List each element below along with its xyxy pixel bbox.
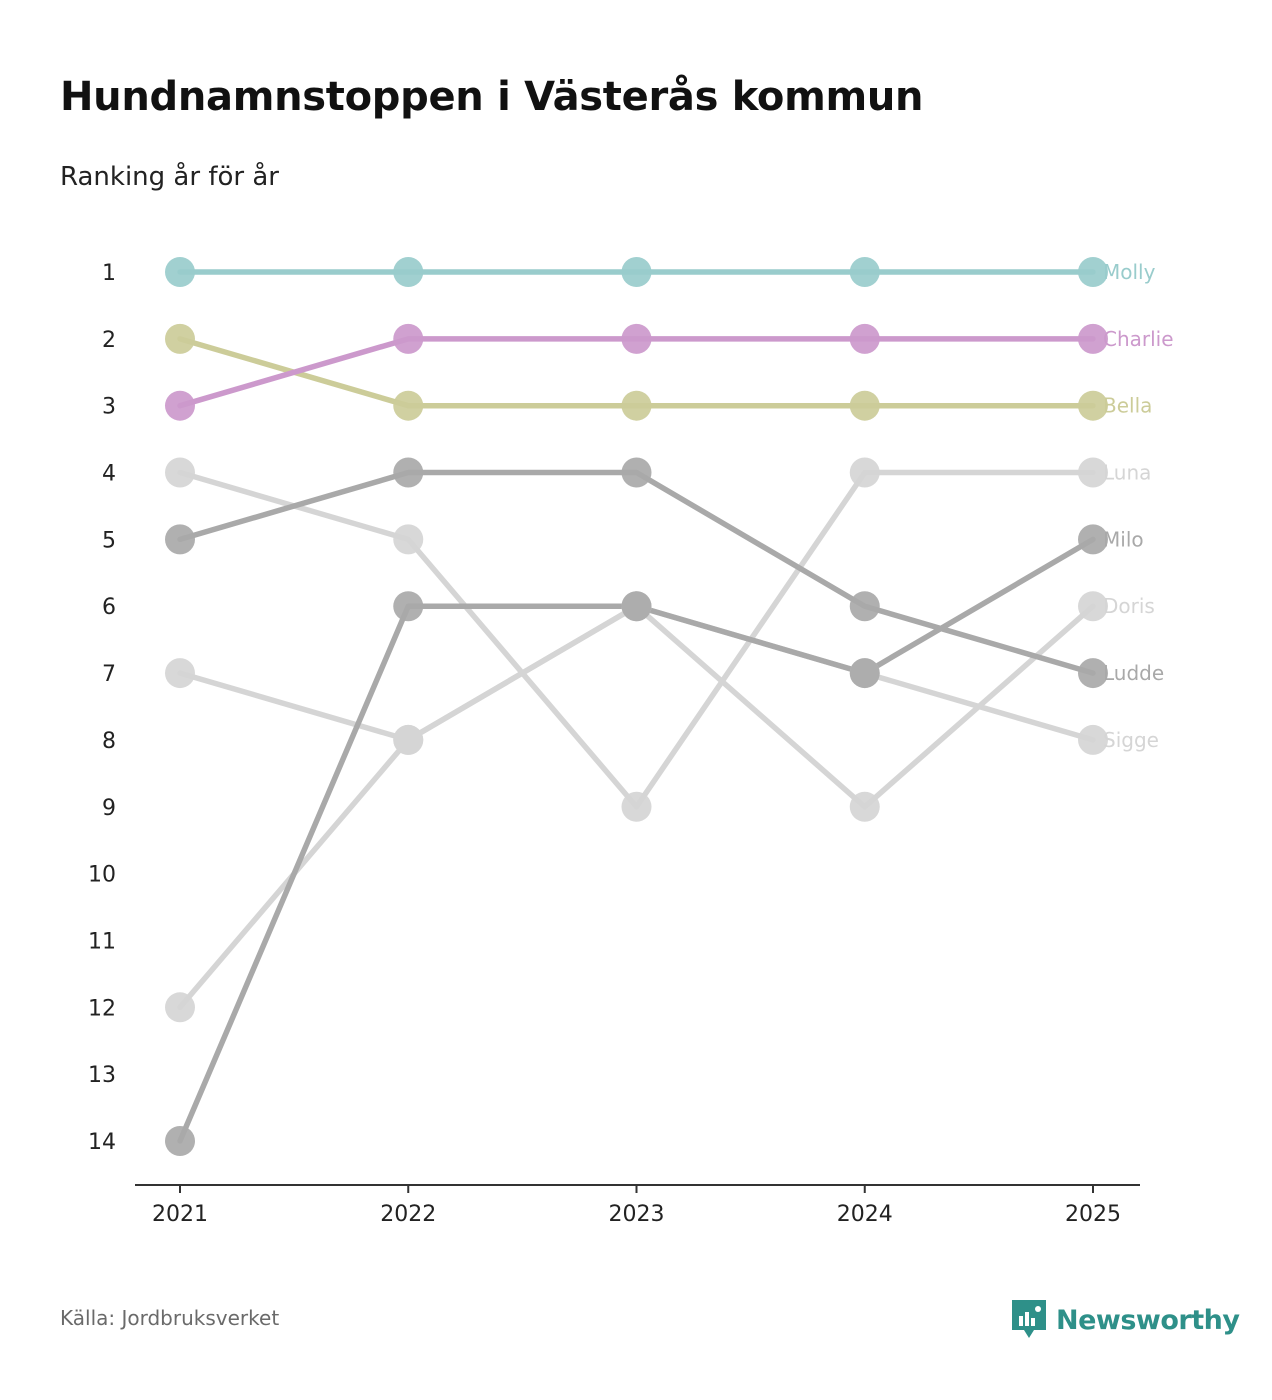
y-tick-label: 13 <box>88 1063 116 1088</box>
chart-subtitle: Ranking år för år <box>60 162 279 192</box>
point-molly-2025 <box>1078 257 1108 287</box>
point-bella-2025 <box>1078 390 1108 421</box>
series-label-bella: Bella <box>1103 394 1152 418</box>
point-milo-2023 <box>621 591 652 622</box>
point-milo-2025 <box>1078 524 1108 555</box>
y-tick-label: 5 <box>102 528 116 553</box>
brand-logo: Newsworthy <box>1012 1300 1240 1340</box>
y-tick-label: 3 <box>102 395 116 420</box>
series-line-ludde <box>177 469 1096 676</box>
x-tick-label: 2024 <box>837 1202 893 1227</box>
series-label-charlie: Charlie <box>1103 327 1174 351</box>
series-label-doris: Doris <box>1103 594 1155 618</box>
y-tick-label: 4 <box>102 462 116 487</box>
y-tick-label: 6 <box>102 595 116 620</box>
point-milo-2024 <box>849 658 880 689</box>
point-molly-2022 <box>393 257 424 287</box>
point-charlie-2025 <box>1078 323 1108 354</box>
point-bella-2024 <box>849 390 880 421</box>
point-molly-2024 <box>849 257 880 287</box>
point-ludde-2022 <box>393 457 424 488</box>
series-line-doris <box>177 603 1096 810</box>
x-tick-label: 2023 <box>609 1202 665 1227</box>
y-tick-label: 7 <box>102 662 116 687</box>
point-milo-2022 <box>393 591 424 622</box>
point-doris-2024 <box>849 791 880 822</box>
source-note: Källa: Jordbruksverket <box>60 1306 280 1330</box>
point-sigge-2021 <box>165 992 195 1023</box>
point-molly-2023 <box>621 257 652 287</box>
point-luna-2021 <box>165 457 195 488</box>
point-charlie-2024 <box>849 323 880 354</box>
series-line-milo <box>177 536 1096 1144</box>
series-labels: Sigge Doris Luna Ludde Milo Bella Charlie Molly <box>1103 260 1174 752</box>
point-charlie-2023 <box>621 323 652 354</box>
series-label-molly: Molly <box>1103 260 1156 284</box>
y-tick-label: 1 <box>102 261 116 286</box>
point-luna-2025 <box>1078 457 1108 488</box>
series-dots <box>165 257 1108 1156</box>
x-axis-ticks: 2021 2022 2023 2024 2025 <box>152 1185 1121 1227</box>
chart-title: Hundnamnstoppen i Västerås kommun <box>60 74 924 120</box>
point-ludde-2023 <box>621 457 652 488</box>
point-sigge-2025 <box>1078 724 1108 755</box>
y-tick-label: 14 <box>88 1130 116 1155</box>
point-charlie-2021 <box>165 390 195 421</box>
series-label-luna: Luna <box>1103 461 1151 485</box>
newsworthy-logo-icon <box>1012 1300 1046 1338</box>
x-tick-label: 2021 <box>152 1202 208 1227</box>
point-luna-2022 <box>393 524 424 555</box>
point-ludde-2025 <box>1078 658 1108 689</box>
point-bella-2021 <box>165 323 195 354</box>
y-tick-label: 12 <box>88 996 116 1021</box>
point-molly-2021 <box>165 257 195 287</box>
y-tick-label: 9 <box>102 796 116 821</box>
x-tick-label: 2022 <box>380 1202 436 1227</box>
y-tick-label: 11 <box>88 929 116 954</box>
point-ludde-2024 <box>849 591 880 622</box>
point-doris-2022 <box>393 724 424 755</box>
series-line-luna <box>177 469 1096 810</box>
point-bella-2023 <box>621 390 652 421</box>
point-charlie-2022 <box>393 323 424 354</box>
series-label-ludde: Ludde <box>1103 661 1164 685</box>
point-doris-2025 <box>1078 591 1108 622</box>
series-label-milo: Milo <box>1103 527 1144 551</box>
brand-name: Newsworthy <box>1056 1304 1240 1336</box>
point-bella-2022 <box>393 390 424 421</box>
y-tick-label: 8 <box>102 729 116 754</box>
y-tick-label: 10 <box>88 863 116 888</box>
point-ludde-2021 <box>165 524 195 555</box>
point-milo-2021 <box>165 1126 195 1156</box>
point-doris-2021 <box>165 658 195 689</box>
y-tick-label: 2 <box>102 328 116 353</box>
series-label-sigge: Sigge <box>1103 728 1159 752</box>
x-tick-label: 2025 <box>1065 1202 1121 1227</box>
point-luna-2024 <box>849 457 880 488</box>
point-luna-2023 <box>621 791 652 822</box>
